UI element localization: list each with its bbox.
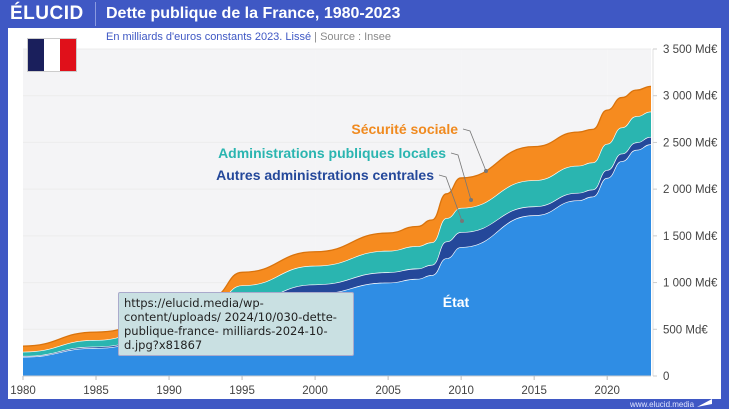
annotation-label: Autres administrations centrales (216, 167, 434, 183)
annotation-leader-line (450, 152, 472, 201)
france-flag-icon (27, 38, 77, 72)
annotation-dot (469, 198, 473, 202)
x-tick-label: 1995 (229, 385, 255, 397)
annotation-dot (460, 219, 464, 223)
url-tooltip: https://elucid.media/wp-content/uploads/… (118, 292, 354, 356)
x-tick-label: 2005 (375, 385, 401, 397)
annotation-leader-line (462, 128, 487, 172)
area-état (23, 144, 651, 376)
subtitle-text: En milliards d'euros constants 2023. Lis… (106, 31, 312, 43)
chart-subtitle: En milliards d'euros constants 2023. Lis… (106, 31, 391, 43)
elucid-logo: ÉLUCID (10, 3, 84, 24)
x-tick-label: 2010 (448, 385, 474, 397)
x-tick-label: 1985 (83, 385, 109, 397)
y-tick-label: 3 000 Md€ (663, 91, 718, 103)
chart-title: Dette publique de la France, 1980-2023 (106, 5, 401, 22)
source-text: Source : Insee (320, 31, 392, 43)
x-tick-label: 2015 (521, 385, 547, 397)
elucid-mark-icon (697, 399, 712, 407)
flag-blue (28, 39, 44, 71)
x-axis: 1980 1985 1990 1995 2000 2005 2010 2015 2020 (10, 375, 651, 397)
annotation-label: Administrations publiques locales (218, 145, 446, 161)
x-tick-label: 2020 (594, 385, 620, 397)
header-divider (95, 2, 96, 26)
annotation-dot (484, 169, 488, 173)
annotations: Sécurité sociale Administrations publique… (216, 121, 712, 407)
y-tick-label: 500 Md€ (663, 324, 708, 336)
y-tick-label: 1 500 Md€ (663, 231, 718, 243)
flag-red (60, 39, 76, 71)
watermark: www.elucid.media (630, 400, 695, 409)
y-tick-label: 0 (663, 371, 669, 383)
annotation-label: Sécurité sociale (351, 121, 458, 137)
y-tick-label: 2 000 Md€ (663, 184, 718, 196)
subtitle-separator: | (314, 31, 321, 43)
annotation-label: État (443, 294, 470, 310)
y-tick-label: 1 000 Md€ (663, 278, 718, 290)
x-tick-label: 2000 (302, 385, 328, 397)
y-axis: 0 500 Md€ 1 000 Md€ 1 500 Md€ 2 000 Md€ 2 500… (652, 44, 718, 383)
x-tick-label: 1990 (156, 385, 182, 397)
header-bar: ÉLUCID Dette publique de la France, 1980… (0, 0, 729, 28)
annotation-leader-line (438, 174, 463, 222)
flag-white (44, 39, 60, 71)
y-tick-label: 2 500 Md€ (663, 137, 718, 149)
x-tick-label: 1980 (10, 385, 36, 397)
y-tick-label: 3 500 Md€ (663, 44, 718, 56)
